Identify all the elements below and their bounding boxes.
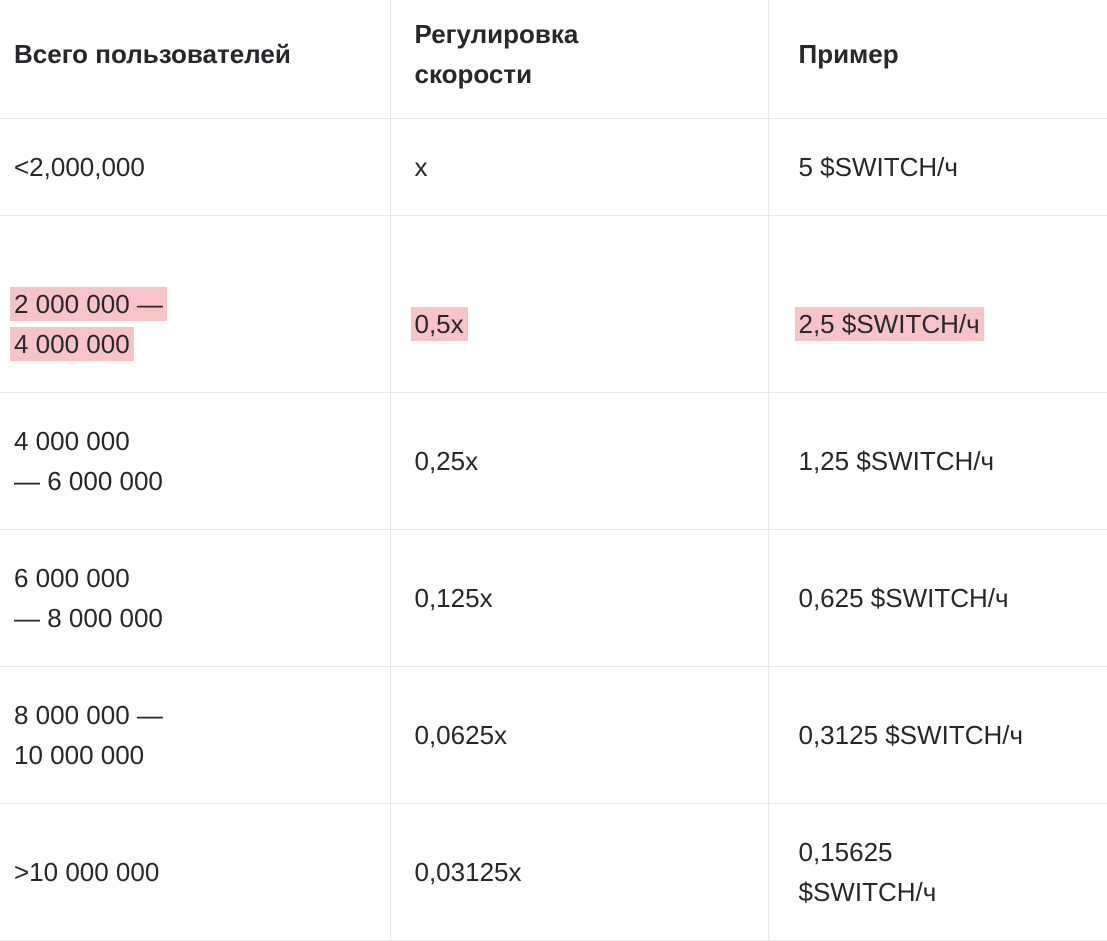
table-row: <2,000,000 x 5 $SWITCH/ч	[0, 118, 1107, 216]
speed-adjustment-cell: 0,0625x	[389, 666, 768, 804]
highlighted-text: 2,5 $SWITCH/ч	[794, 307, 984, 341]
header-row: Всего пользователей Регулировка скорости…	[0, 0, 1107, 119]
example-cell: 1,25 $SWITCH/ч	[767, 392, 1107, 530]
users-cell: >10 000 000	[0, 803, 390, 941]
highlighted-text: 2 000 000 — 4 000 000	[10, 287, 167, 361]
users-cell: 6 000 000 — 8 000 000	[0, 529, 390, 667]
speed-adjustment-cell: 0,125x	[389, 529, 768, 667]
speed-adjustment-cell: 0,5x	[389, 215, 768, 393]
example-cell: 0,625 $SWITCH/ч	[767, 529, 1107, 667]
column-header-total-users: Всего пользователей	[0, 0, 390, 119]
users-cell: 4 000 000 — 6 000 000	[0, 392, 390, 530]
table-row: 2 000 000 — 4 000 000 0,5x 2,5 $SWITCH/ч	[0, 215, 1107, 393]
example-cell: 0,15625 $SWITCH/ч	[767, 803, 1107, 941]
speed-adjustment-cell: x	[389, 118, 768, 216]
highlighted-text: 0,5x	[410, 307, 468, 341]
column-header-example: Пример	[767, 0, 1107, 119]
table-row: 8 000 000 — 10 000 000 0,0625x 0,3125 $S…	[0, 666, 1107, 804]
users-cell: 8 000 000 — 10 000 000	[0, 666, 390, 804]
table-row: 6 000 000 — 8 000 000 0,125x 0,625 $SWIT…	[0, 529, 1107, 667]
speed-adjustment-cell: 0,25x	[389, 392, 768, 530]
example-cell: 2,5 $SWITCH/ч	[767, 215, 1107, 393]
users-cell: 2 000 000 — 4 000 000	[0, 215, 390, 393]
table-row: 4 000 000 — 6 000 000 0,25x 1,25 $SWITCH…	[0, 392, 1107, 530]
column-header-speed-adjustment: Регулировка скорости	[389, 0, 768, 119]
users-cell: <2,000,000	[0, 118, 390, 216]
example-cell: 0,3125 $SWITCH/ч	[767, 666, 1107, 804]
example-cell: 5 $SWITCH/ч	[767, 118, 1107, 216]
